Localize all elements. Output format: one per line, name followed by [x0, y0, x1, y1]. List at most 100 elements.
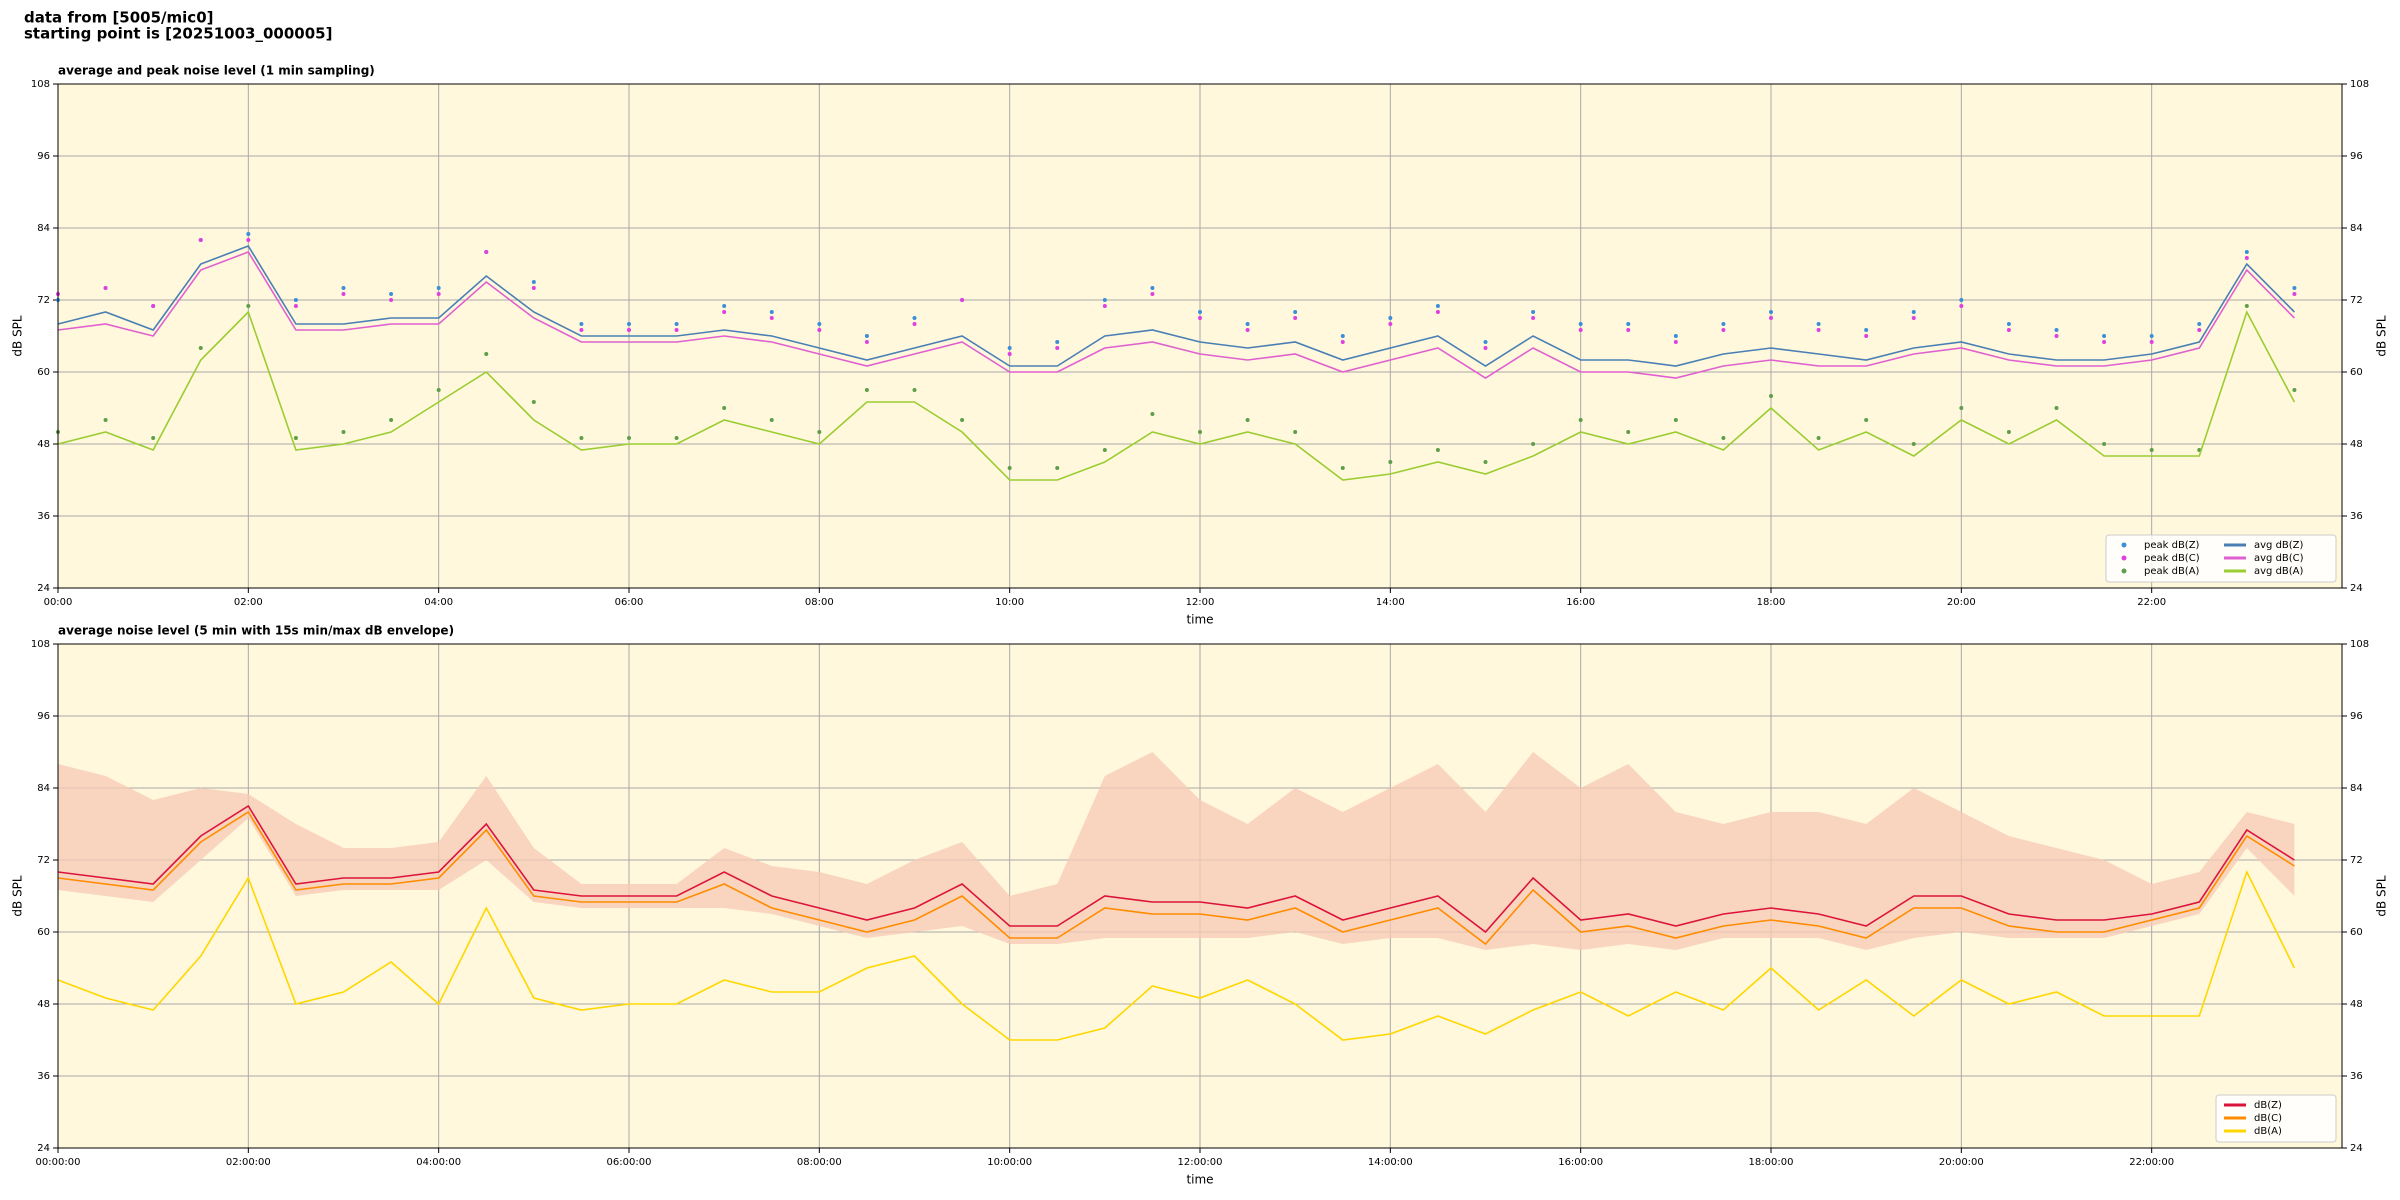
peak-point: [1007, 352, 1012, 356]
y2-axis-label: dB SPL: [2375, 875, 2389, 917]
y2-tick-label: 108: [2350, 79, 2369, 90]
peak-point: [1483, 346, 1488, 350]
x-tick-label: 22:00: [2137, 597, 2166, 608]
peak-point: [960, 418, 965, 422]
peak-point: [912, 388, 917, 392]
peak-point: [246, 232, 251, 236]
peak-point: [1721, 328, 1726, 332]
peak-point: [579, 322, 584, 326]
legend-label: peak dB(Z): [2144, 540, 2200, 551]
peak-point: [1959, 304, 1964, 308]
peak-point: [1340, 340, 1345, 344]
peak-point: [341, 292, 346, 296]
legend-label: avg dB(Z): [2254, 540, 2304, 551]
peak-point: [1673, 418, 1678, 422]
y-tick-label: 24: [37, 583, 50, 594]
peak-point: [1531, 442, 1536, 446]
y2-tick-label: 84: [2350, 783, 2363, 794]
peak-point: [2006, 430, 2011, 434]
peak-point: [1388, 316, 1393, 320]
peak-point: [817, 322, 822, 326]
x-tick-label: 04:00:00: [416, 1157, 461, 1168]
legend-marker: [2121, 555, 2127, 561]
y2-tick-label: 96: [2350, 711, 2363, 722]
y2-tick-label: 72: [2350, 855, 2363, 866]
peak-point: [2197, 328, 2202, 332]
peak-point: [2102, 442, 2107, 446]
x-tick-label: 02:00:00: [226, 1157, 271, 1168]
x-tick-label: 00:00: [44, 597, 73, 608]
x-tick-label: 18:00:00: [1749, 1157, 1794, 1168]
peak-point: [2244, 250, 2249, 254]
peak-point: [912, 316, 917, 320]
x-tick-label: 18:00: [1757, 597, 1786, 608]
y2-tick-label: 108: [2350, 639, 2369, 650]
peak-point: [1673, 340, 1678, 344]
x-tick-label: 00:00:00: [36, 1157, 81, 1168]
peak-point: [1769, 310, 1773, 314]
plot-frame: [57, 643, 2343, 1149]
peak-point: [341, 430, 346, 434]
peak-point: [436, 388, 441, 392]
series-line: [57, 810, 2295, 946]
peak-point: [1055, 340, 1060, 344]
y-tick-label: 84: [37, 223, 50, 234]
peak-point: [1245, 418, 1250, 422]
peak-point: [436, 292, 441, 296]
peak-point: [103, 286, 108, 290]
peak-point: [627, 328, 631, 332]
peak-point: [769, 310, 774, 314]
peak-point: [1769, 394, 1773, 398]
peak-point: [198, 238, 203, 242]
peak-point: [817, 328, 822, 332]
peak-point: [1864, 334, 1869, 338]
peak-point: [674, 436, 679, 440]
peak-point: [2244, 304, 2249, 308]
peak-point: [1864, 418, 1869, 422]
y-tick-label: 48: [37, 999, 50, 1010]
peak-point: [2102, 334, 2107, 338]
peak-point: [151, 304, 156, 308]
x-tick-label: 02:00: [234, 597, 263, 608]
peak-point: [1245, 322, 1250, 326]
peak-point: [722, 406, 727, 410]
peak-point: [864, 334, 869, 338]
x-tick-label: 12:00: [1186, 597, 1215, 608]
peak-point: [579, 436, 584, 440]
legend-label: dB(Z): [2254, 1100, 2282, 1111]
legend-label: avg dB(A): [2254, 566, 2304, 577]
y-axis-label: dB SPL: [11, 875, 25, 917]
series-line: [57, 309, 2296, 481]
y-tick-label: 72: [37, 295, 50, 306]
peak-point: [1102, 448, 1107, 452]
peak-point: [2149, 334, 2154, 338]
peak-point: [531, 400, 536, 404]
peak-point: [103, 418, 108, 422]
peak-point: [1673, 334, 1678, 338]
y-tick-label: 60: [37, 927, 50, 938]
x-tick-label: 14:00:00: [1368, 1157, 1413, 1168]
x-tick-label: 12:00:00: [1178, 1157, 1223, 1168]
legend-label: peak dB(A): [2144, 566, 2200, 577]
peak-point: [2292, 286, 2297, 290]
peak-point: [769, 316, 774, 320]
y-tick-label: 72: [37, 855, 50, 866]
peak-point: [1911, 316, 1916, 320]
peak-point: [389, 292, 394, 296]
legend-marker: [2121, 542, 2127, 548]
peak-point: [531, 286, 536, 290]
envelope: [58, 752, 2295, 950]
peak-point: [1198, 310, 1202, 314]
peak-point: [1245, 328, 1250, 332]
y2-tick-label: 96: [2350, 151, 2363, 162]
peak-point: [1864, 328, 1869, 332]
peak-point: [2292, 292, 2297, 296]
legend-label: dB(C): [2254, 1113, 2282, 1124]
y2-tick-label: 48: [2350, 999, 2363, 1010]
peak-point: [2006, 328, 2011, 332]
y-tick-label: 108: [31, 79, 50, 90]
x-tick-label: 20:00: [1947, 597, 1976, 608]
peak-point: [1150, 286, 1155, 290]
chart-title: average and peak noise level (1 min samp…: [58, 64, 375, 78]
